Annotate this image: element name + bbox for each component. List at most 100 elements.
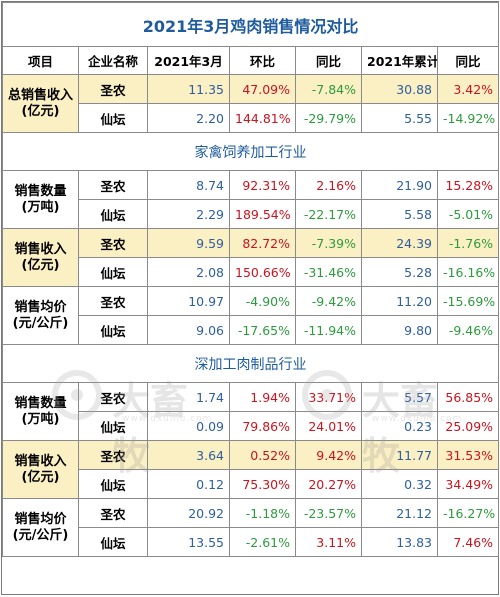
yoy-value: 24.01% [295,411,362,441]
section-header-row: 深加工肉制品行业 [1,344,500,383]
month-value: 1.74 [147,382,230,412]
metric-label: 销售收入 (亿元) [2,440,79,499]
month-value: 20.92 [147,498,230,528]
yoy-value: 2.16% [295,170,362,200]
ytd-yoy-value: -9.46% [436,315,500,345]
yoy-value: 3.11% [295,527,362,557]
ytd-yoy-value: -1.76% [436,228,500,258]
ytd-value: 21.12 [361,498,438,528]
ytd-value: 21.90 [361,170,438,200]
ytd-yoy-value: 3.42% [436,74,500,104]
ytd-yoy-value: 31.53% [436,440,500,470]
company-name: 圣农 [78,170,148,200]
table-row: 仙坛 13.55 -2.61% 3.11% 13.83 7.46% [3,527,500,557]
yoy-value: 33.71% [295,382,362,412]
ytd-value: 13.83 [361,527,438,557]
metric-label: 销售数量 (万吨) [2,382,79,441]
table-row: 仙坛 9.06 -17.65% -11.94% 9.80 -9.46% [3,315,500,345]
ytd-value: 0.32 [361,469,438,499]
table-row: 仙坛 2.20 144.81% -29.79% 5.55 -14.92% [3,103,500,133]
mom-value: -4.90% [229,286,296,316]
mom-value: -17.65% [229,315,296,345]
table-row: 仙坛 0.09 79.86% 24.01% 0.23 25.09% [3,411,500,441]
month-value: 8.74 [147,170,230,200]
mom-value: 0.52% [229,440,296,470]
ytd-value: 5.55 [361,103,438,133]
table-row: 销售数量 (万吨) 圣农 1.74 1.94% 33.71% 5.57 56.85% [2,382,500,441]
yoy-value: 9.42% [295,440,362,470]
col-header-ytd-yoy: 同比 [436,46,500,75]
mom-value: -2.61% [229,527,296,557]
company-name: 圣农 [78,440,148,470]
mom-value: 150.66% [229,257,296,287]
metric-label: 销售收入 (亿元) [2,228,79,287]
yoy-value: -31.46% [295,257,362,287]
ytd-value: 5.58 [361,199,438,229]
company-name: 仙坛 [78,469,148,499]
yoy-value: -29.79% [295,103,362,133]
table-row: 销售均价 (元/公斤) 圣农 10.97 -4.90% -9.42% 11.20 -15.6… [2,286,500,345]
ytd-value: 5.28 [361,257,438,287]
ytd-yoy-value: -15.69% [436,286,500,316]
section-title: 家禽饲养加工行业 [1,132,500,171]
ytd-value: 30.88 [361,74,438,104]
yoy-value: -9.42% [295,286,362,316]
ytd-yoy-value: -16.27% [436,498,500,528]
month-value: 9.59 [147,228,230,258]
section-header-row: 家禽饲养加工行业 [1,132,500,171]
mom-value: 1.94% [229,382,296,412]
col-header-ytd: 2021年累计 [361,46,438,75]
company-name: 圣农 [78,286,148,316]
mom-value: 75.30% [229,469,296,499]
yoy-value: -22.17% [295,199,362,229]
header-row: 项目 企业名称 2021年3月 环比 同比 2021年累计 同比 [2,46,500,75]
mom-value: 79.86% [229,411,296,441]
table-row: 总销售收入 (亿元) 圣农 11.35 47.09% -7.84% 30.88 3.42% [2,74,500,133]
ytd-value: 11.20 [361,286,438,316]
month-value: 3.64 [147,440,230,470]
ytd-yoy-value: 15.28% [436,170,500,200]
col-header-mom: 环比 [229,46,296,75]
ytd-yoy-value: -16.16% [436,257,500,287]
company-name: 圣农 [78,382,148,412]
yoy-value: 20.27% [295,469,362,499]
ytd-value: 5.57 [361,382,438,412]
month-value: 10.97 [147,286,230,316]
company-name: 仙坛 [78,411,148,441]
col-header-month: 2021年3月 [147,46,230,75]
table-row: 仙坛 2.29 189.54% -22.17% 5.58 -5.01% [3,199,500,229]
ytd-yoy-value: -14.92% [436,103,500,133]
comparison-table: 2021年3月鸡肉销售情况对比 项目 企业名称 2021年3月 环比 同比 20… [1,2,500,557]
ytd-yoy-value: 56.85% [436,382,500,412]
table-row: 销售均价 (元/公斤) 圣农 20.92 -1.18% -23.57% 21.12 -16.… [2,498,500,557]
company-name: 仙坛 [78,315,148,345]
month-value: 11.35 [147,74,230,104]
month-value: 0.09 [147,411,230,441]
company-name: 仙坛 [78,103,148,133]
yoy-value: -23.57% [295,498,362,528]
col-header-item: 项目 [2,46,79,75]
metric-label: 销售均价 (元/公斤) [2,286,79,345]
ytd-value: 0.23 [361,411,438,441]
month-value: 2.08 [147,257,230,287]
month-value: 2.20 [147,103,230,133]
yoy-value: -7.39% [295,228,362,258]
ytd-yoy-value: 25.09% [436,411,500,441]
metric-label: 总销售收入 (亿元) [2,74,79,133]
ytd-value: 11.77 [361,440,438,470]
table-row: 仙坛 2.08 150.66% -31.46% 5.28 -16.16% [3,257,500,287]
mom-value: -1.18% [229,498,296,528]
yoy-value: -11.94% [295,315,362,345]
col-header-yoy: 同比 [295,46,362,75]
ytd-yoy-value: 34.49% [436,469,500,499]
month-value: 2.29 [147,199,230,229]
col-header-company: 企业名称 [78,46,148,75]
yoy-value: -7.84% [295,74,362,104]
mom-value: 82.72% [229,228,296,258]
month-value: 0.12 [147,469,230,499]
month-value: 13.55 [147,527,230,557]
ytd-value: 9.80 [361,315,438,345]
table-row: 销售收入 (亿元) 圣农 9.59 82.72% -7.39% 24.39 -1.76% [2,228,500,287]
company-name: 圣农 [78,74,148,104]
